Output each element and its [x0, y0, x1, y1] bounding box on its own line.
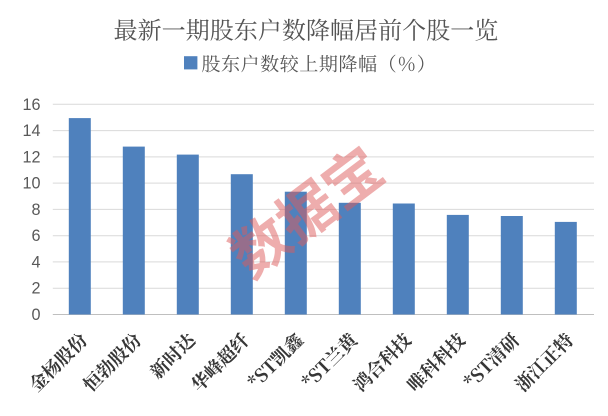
svg-text:6: 6 [31, 227, 40, 245]
svg-text:0: 0 [31, 306, 40, 324]
svg-text:4: 4 [31, 253, 40, 271]
svg-text:2: 2 [31, 280, 40, 298]
svg-text:16: 16 [22, 96, 40, 114]
svg-text:14: 14 [22, 122, 40, 140]
svg-text:12: 12 [22, 148, 40, 166]
svg-text:10: 10 [22, 175, 40, 193]
svg-text:8: 8 [31, 201, 40, 219]
